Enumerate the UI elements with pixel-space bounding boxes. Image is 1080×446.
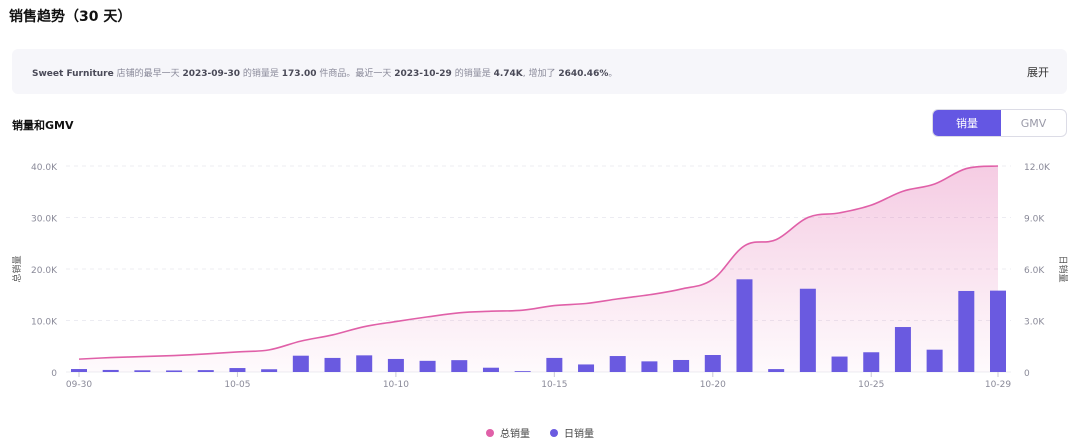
- daily-bar: [324, 357, 341, 372]
- y-left-tick-label: 40.0K: [31, 163, 58, 173]
- legend-item-daily[interactable]: 日销量: [550, 425, 594, 440]
- daily-bar: [514, 371, 531, 372]
- y-right-axis-label: 日销量: [1057, 255, 1069, 282]
- daily-bar: [451, 360, 468, 372]
- total-sales-line: [78, 165, 999, 360]
- legend: 总销量 日销量: [0, 425, 1080, 440]
- daily-bar: [261, 369, 278, 372]
- daily-bar: [419, 360, 436, 372]
- daily-bar: [197, 370, 214, 372]
- x-tick-label: 10-29: [985, 380, 1011, 390]
- y-right-tick-label: 9.0K: [1024, 215, 1045, 225]
- summary-text: Sweet Furniture 店铺的最早一天 2023-09-30 的销量是 …: [32, 66, 617, 79]
- summary-text-5: , 增加了: [522, 69, 559, 79]
- toggle-sales-button[interactable]: 销量: [933, 110, 1001, 136]
- y-right-tick-label: 0: [1024, 369, 1030, 379]
- summary-text-3: 件商品。最近一天: [316, 69, 395, 79]
- daily-bar: [102, 369, 119, 372]
- daily-bar: [482, 367, 499, 372]
- y-left-axis-label: 总销量: [11, 255, 23, 282]
- y-left-tick-label: 0: [51, 369, 57, 379]
- daily-bar: [863, 352, 880, 372]
- total-area: [79, 166, 998, 372]
- x-tick-label: 09-30: [66, 380, 92, 390]
- daily-bar: [134, 370, 151, 372]
- y-right-tick-label: 3.0K: [1024, 318, 1045, 328]
- summary-text-2: 的销量是: [240, 69, 282, 79]
- latest-date: 2023-10-29: [394, 69, 452, 79]
- daily-bar: [578, 364, 595, 372]
- y-right-tick-label: 12.0K: [1024, 163, 1051, 173]
- metric-toggle: 销量 GMV: [932, 109, 1067, 137]
- daily-bars: [71, 279, 1006, 372]
- daily-bar: [609, 356, 626, 372]
- legend-dot-total: [486, 428, 494, 437]
- daily-bar: [799, 288, 816, 372]
- summary-text-4: 的销量是: [451, 69, 494, 79]
- y-left-tick-label: 10.0K: [31, 318, 58, 328]
- daily-bar: [894, 327, 911, 372]
- daily-bar: [926, 349, 943, 372]
- daily-bar: [546, 357, 563, 372]
- daily-bar: [990, 290, 1006, 372]
- daily-bar: [673, 359, 690, 372]
- daily-bar: [292, 355, 309, 372]
- daily-bar: [641, 361, 658, 372]
- daily-bar: [356, 355, 373, 372]
- daily-bar: [958, 290, 975, 372]
- summary-text-1: 店铺的最早一天: [113, 69, 183, 79]
- x-tick-label: 10-15: [541, 380, 567, 390]
- section-title: 销售趋势（30 天）: [9, 9, 132, 25]
- shop-name: Sweet Furniture: [32, 69, 114, 79]
- summary-text-6: 。: [608, 69, 618, 79]
- x-tick-label: 10-10: [383, 380, 409, 390]
- daily-bar: [831, 356, 848, 372]
- daily-bar: [229, 368, 246, 372]
- chart-title: 销量和GMV: [12, 119, 74, 132]
- x-tick-label: 10-05: [224, 380, 250, 390]
- axes: 0 0 10.0K 3.0K 20.0K 6.0K 30.0K 9.0K 40.0K 12.0K 总…: [11, 163, 1069, 390]
- earliest-value: 173.00: [281, 69, 317, 79]
- daily-bar: [387, 358, 404, 372]
- earliest-date: 2023-09-30: [182, 69, 241, 79]
- legend-item-total[interactable]: 总销量: [486, 425, 530, 440]
- daily-bar: [736, 279, 753, 372]
- y-right-tick-label: 6.0K: [1024, 266, 1045, 276]
- expand-button[interactable]: 展开: [1027, 66, 1049, 79]
- growth-percent: 2640.46%: [558, 69, 609, 79]
- x-tick-label: 10-20: [700, 380, 726, 390]
- daily-bar: [704, 355, 721, 372]
- daily-bar: [166, 370, 183, 372]
- legend-dot-daily: [550, 428, 558, 437]
- summary-box: Sweet Furniture 店铺的最早一天 2023-09-30 的销量是 …: [12, 49, 1067, 94]
- y-left-tick-label: 20.0K: [31, 266, 58, 276]
- total-line: [78, 165, 999, 360]
- toggle-gmv-button[interactable]: GMV: [1020, 116, 1047, 130]
- daily-bar: [768, 369, 785, 372]
- legend-label-daily: 日销量: [564, 429, 594, 440]
- total-area-fill: [79, 166, 998, 372]
- y-left-tick-label: 30.0K: [31, 215, 58, 225]
- x-tick-label: 10-25: [858, 380, 884, 390]
- legend-label-total: 总销量: [500, 429, 530, 440]
- latest-value: 4.74K: [493, 69, 523, 79]
- sales-chart: 0 0 10.0K 3.0K 20.0K 6.0K 30.0K 9.0K 40.0K 12.0K 总…: [11, 163, 1069, 390]
- daily-bar: [71, 369, 87, 372]
